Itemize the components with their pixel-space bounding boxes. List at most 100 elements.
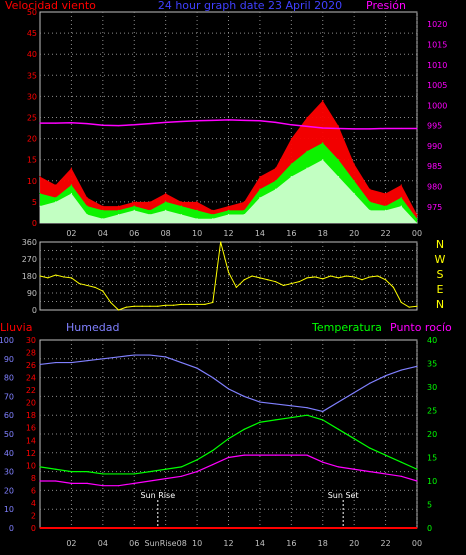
pressure-tick-label: 1015 bbox=[427, 40, 447, 49]
x-tick-label: 10 bbox=[192, 539, 202, 548]
x-tick-label: 00 bbox=[412, 539, 422, 548]
wind-axis-label: Velocidad viento bbox=[5, 0, 96, 12]
data-point bbox=[384, 454, 387, 456]
data-point bbox=[290, 405, 292, 407]
data-point bbox=[306, 407, 308, 409]
data-point bbox=[227, 205, 230, 207]
data-point bbox=[330, 275, 332, 277]
data-point bbox=[102, 209, 104, 211]
pressure-tick-label: 1020 bbox=[427, 20, 447, 29]
data-point bbox=[243, 395, 245, 397]
wind-grid bbox=[40, 12, 418, 223]
data-point bbox=[117, 356, 120, 358]
data-point bbox=[306, 527, 308, 529]
rain-tick-label: 4 bbox=[31, 499, 36, 508]
data-point bbox=[86, 205, 88, 207]
data-point bbox=[275, 121, 277, 123]
rain-tick-label: 16 bbox=[26, 424, 36, 433]
humidity-y-ticks: 0 10 20 30 40 50 60 70 80 90 100 bbox=[0, 336, 14, 533]
sun-annotation: Sun Rise bbox=[140, 491, 175, 500]
temperature-tick-label: 35 bbox=[427, 360, 437, 369]
data-point bbox=[86, 482, 88, 484]
data-point bbox=[282, 284, 285, 287]
data-point bbox=[204, 303, 206, 305]
data-point bbox=[243, 201, 245, 203]
data-point bbox=[369, 201, 371, 203]
data-point bbox=[259, 120, 261, 122]
data-point bbox=[306, 150, 308, 152]
pressure-tick-label: 990 bbox=[427, 142, 442, 151]
humidity-tick-label: 10 bbox=[4, 505, 14, 514]
wind-area-speed bbox=[40, 159, 417, 223]
data-point bbox=[369, 128, 371, 130]
data-point bbox=[196, 218, 198, 220]
data-point bbox=[62, 276, 65, 278]
data-point bbox=[55, 468, 57, 470]
x-tick-label: 08 bbox=[161, 229, 171, 238]
data-point bbox=[188, 303, 190, 305]
data-point bbox=[125, 306, 127, 308]
data-point bbox=[337, 466, 340, 468]
pressure-tick-label: 980 bbox=[427, 182, 442, 191]
data-point bbox=[243, 279, 245, 281]
data-point bbox=[180, 466, 182, 468]
data-point bbox=[227, 527, 230, 529]
data-point bbox=[337, 428, 340, 430]
temperature-grid bbox=[40, 340, 418, 528]
rain-tick-label: 18 bbox=[26, 411, 36, 420]
data-point bbox=[70, 184, 73, 186]
data-point bbox=[102, 473, 104, 475]
humidity-tick-label: 50 bbox=[4, 430, 14, 439]
data-point bbox=[39, 175, 41, 178]
data-point bbox=[243, 527, 245, 529]
x-tick-label: 22 bbox=[380, 539, 390, 548]
x-tick-label: 04 bbox=[98, 539, 108, 548]
data-point bbox=[149, 201, 151, 203]
data-point bbox=[384, 205, 387, 207]
data-point bbox=[133, 305, 135, 307]
data-point bbox=[384, 375, 387, 377]
data-point bbox=[400, 369, 402, 371]
x-tick-label: 04 bbox=[98, 229, 108, 238]
data-point bbox=[345, 275, 347, 277]
data-point bbox=[141, 305, 143, 307]
direction-tick-label: 360 bbox=[22, 238, 37, 247]
data-point bbox=[259, 527, 261, 529]
data-point bbox=[353, 438, 355, 440]
data-point bbox=[165, 527, 167, 529]
data-point bbox=[369, 527, 371, 529]
x-tick-label: 02 bbox=[66, 539, 76, 548]
rain-tick-label: 24 bbox=[26, 374, 36, 383]
x-tick-label: 00 bbox=[412, 229, 422, 238]
data-point bbox=[227, 213, 230, 216]
data-point bbox=[86, 284, 88, 287]
data-point bbox=[392, 286, 395, 288]
data-point bbox=[416, 218, 418, 220]
data-point bbox=[243, 209, 245, 211]
wind-tick-label: 0 bbox=[32, 219, 37, 228]
data-point bbox=[110, 301, 112, 304]
data-point bbox=[416, 222, 418, 224]
data-point bbox=[377, 275, 379, 277]
data-point bbox=[353, 128, 355, 130]
data-point bbox=[86, 213, 88, 216]
data-point bbox=[275, 403, 277, 405]
data-point bbox=[133, 209, 135, 211]
sun-annotation: Sun Set bbox=[328, 491, 359, 500]
data-point bbox=[322, 127, 324, 129]
data-point bbox=[39, 192, 41, 195]
data-point bbox=[55, 274, 57, 276]
sun-annotations: Sun Rise Sun Set bbox=[140, 491, 359, 528]
data-point bbox=[243, 428, 245, 430]
temperature-series bbox=[39, 354, 418, 529]
data-point bbox=[314, 276, 316, 278]
x-tick-label: 12 bbox=[223, 229, 233, 238]
x-tick-label: 18 bbox=[318, 229, 328, 238]
data-point bbox=[39, 480, 41, 482]
data-point bbox=[306, 414, 308, 416]
wind-tick-label: 25 bbox=[27, 114, 37, 123]
data-point bbox=[165, 356, 167, 358]
data-point bbox=[196, 201, 198, 203]
wind-x-ticks: 02 04 06 08 10 12 14 16 18 20 22 00 bbox=[66, 229, 422, 238]
